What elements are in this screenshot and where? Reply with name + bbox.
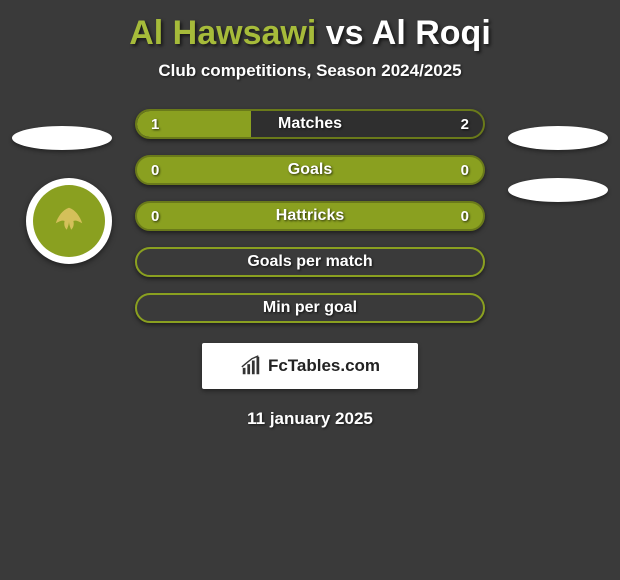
stats-list: 1 Matches 2 0 Goals 0 0 Hattricks 0 Goals per ma…: [0, 101, 620, 331]
stat-value-left: 0: [151, 162, 159, 179]
stat-row: 0 Hattricks 0: [0, 193, 620, 239]
stat-value-left: 0: [151, 208, 159, 225]
stat-bar: 1 Matches 2: [135, 109, 485, 139]
subtitle: Club competitions, Season 2024/2025: [0, 61, 620, 101]
stat-value-right: 0: [461, 208, 469, 225]
player1-name: Al Hawsawi: [129, 14, 316, 52]
watermark[interactable]: FcTables.com: [202, 343, 418, 389]
stat-label: Hattricks: [276, 207, 344, 225]
stat-label: Min per goal: [263, 299, 357, 317]
stat-label: Goals per match: [247, 253, 372, 271]
stat-label: Matches: [278, 115, 342, 133]
player2-name: Al Roqi: [372, 14, 491, 52]
page-title: Al Hawsawi vs Al Roqi: [0, 0, 620, 61]
stat-bar: 0 Hattricks 0: [135, 201, 485, 231]
vs-text: vs: [326, 14, 364, 52]
date-text: 11 january 2025: [0, 389, 620, 429]
stat-bar: Min per goal: [135, 293, 485, 323]
chart-icon: [240, 355, 262, 377]
stat-row: 0 Goals 0: [0, 147, 620, 193]
stat-value-right: 0: [461, 162, 469, 179]
stat-row: Min per goal: [0, 285, 620, 331]
stat-row: 1 Matches 2: [0, 101, 620, 147]
stat-value-left: 1: [151, 116, 159, 133]
stat-bar: 0 Goals 0: [135, 155, 485, 185]
stat-value-right: 2: [461, 116, 469, 133]
comparison-card: Al Hawsawi vs Al Roqi Club competitions,…: [0, 0, 620, 429]
watermark-text: FcTables.com: [268, 356, 380, 376]
stat-label: Goals: [288, 161, 332, 179]
stat-row: Goals per match: [0, 239, 620, 285]
stat-bar: Goals per match: [135, 247, 485, 277]
